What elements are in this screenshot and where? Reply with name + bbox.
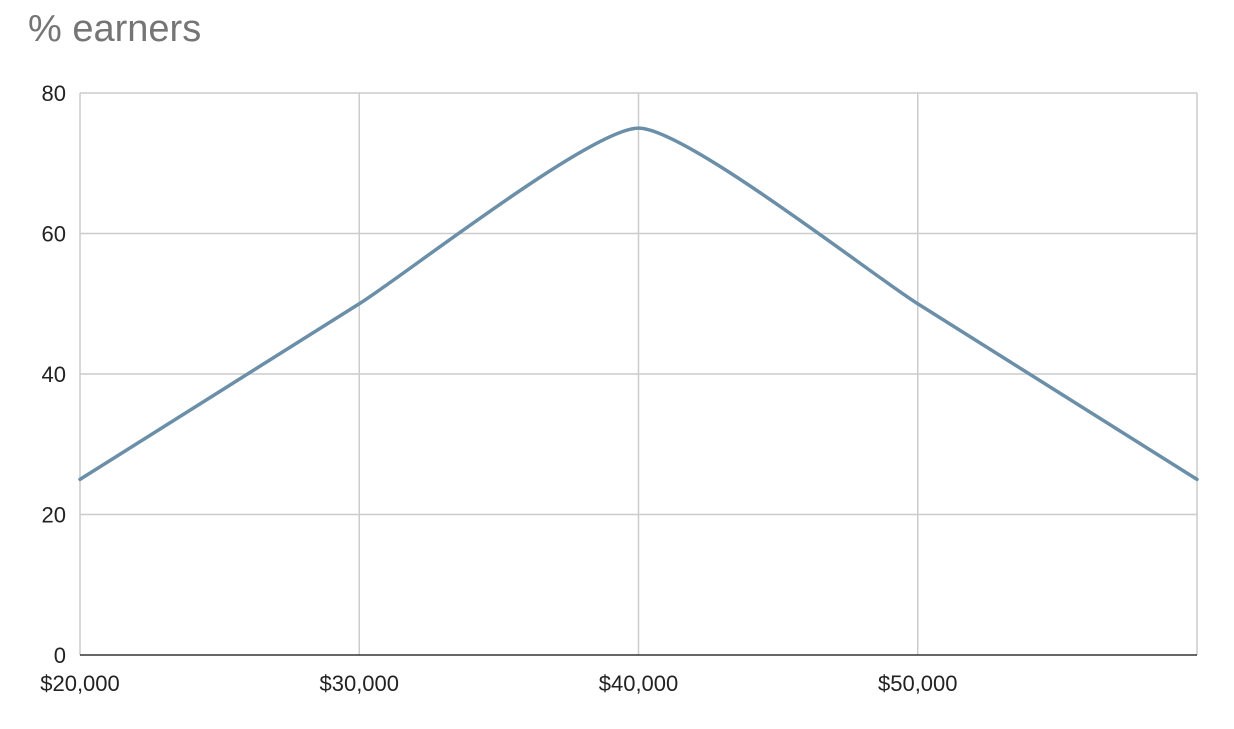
y-tick-label: 20 <box>42 503 66 528</box>
x-tick-label: $40,000 <box>599 671 679 696</box>
x-tick-label: $20,000 <box>40 671 120 696</box>
x-tick-label: $30,000 <box>319 671 399 696</box>
series-line <box>78 126 1199 482</box>
y-tick-label: 80 <box>42 81 66 106</box>
y-tick-label: 0 <box>54 643 66 668</box>
tick-labels: 0 20 40 60 80 $20,000 $30,000 $40,000 $50,000 <box>40 81 957 696</box>
x-tick-label: $50,000 <box>878 671 958 696</box>
chart-title: % earners <box>28 8 202 50</box>
gridlines <box>79 92 1198 655</box>
series-layer <box>78 126 1199 482</box>
y-tick-label: 40 <box>42 362 66 387</box>
y-tick-label: 60 <box>42 222 66 247</box>
